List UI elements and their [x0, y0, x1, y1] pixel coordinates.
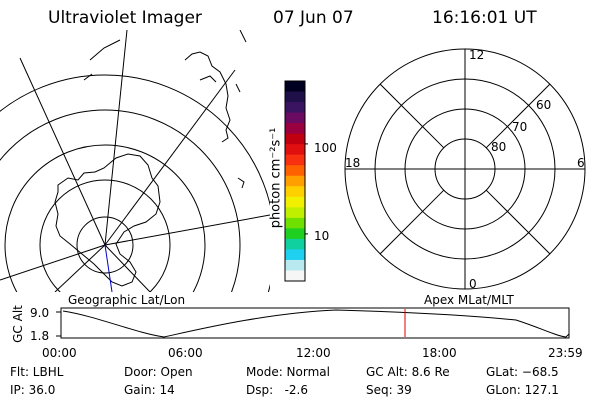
geo-panel-caption: Geographic Lat/Lon: [68, 293, 186, 307]
altitude-curve: [62, 309, 570, 338]
alt-x-tick-2359: 23:59: [548, 346, 583, 360]
status-gain: Gain: 14: [124, 383, 175, 397]
colorbar-stripe: [285, 186, 305, 198]
colorbar-stripe: [285, 228, 305, 240]
status-dsp: Dsp: -2.6: [246, 383, 309, 397]
colorbar-stripe: [285, 154, 305, 166]
lat-circle: [4, 144, 206, 292]
colorbar-stripe: [285, 175, 305, 187]
meridian-line: [104, 244, 151, 292]
status-gc-alt: GC Alt: 8.6 Re: [366, 365, 450, 379]
colorbar-stripe: [285, 112, 305, 124]
coastline: [54, 153, 161, 287]
lat-circle: [39, 179, 171, 292]
colorbar-stripe: [285, 165, 305, 177]
meridian-line: [0, 244, 106, 281]
altitude-plot: [56, 307, 570, 339]
mlt-label-0: 0: [469, 277, 477, 291]
status-door: Door: Open: [124, 365, 193, 379]
coastline: [89, 39, 121, 61]
colorbar-stripe: [285, 91, 305, 103]
alt-x-tick-0000: 00:00: [42, 346, 77, 360]
status-glon: GLon: 127.1: [486, 383, 559, 397]
colorbar-stripe: [285, 249, 305, 261]
colorbar-stripe: [285, 196, 305, 208]
mlt-label-12: 12: [469, 48, 485, 62]
mlat-label-60: 60: [536, 98, 552, 112]
lat-circle: [0, 74, 270, 292]
status-flt: Flt: LBHL: [10, 365, 64, 379]
alt-x-tick-1800: 18:00: [422, 346, 457, 360]
meridian-line: [54, 244, 106, 292]
apex-panel-caption: Apex MLat/MLT: [424, 293, 514, 307]
alt-y-tick-low: 1.8: [30, 329, 50, 343]
coastline: [83, 73, 93, 81]
lat-circle: [76, 216, 134, 274]
intensity-colorbar: [284, 80, 308, 282]
time-label: 16:16:01 UT: [432, 8, 537, 28]
coastline: [199, 75, 217, 83]
alt-y-tick-high: 9.0: [30, 306, 50, 320]
altitude-axis-label: GC Alt: [11, 305, 25, 343]
app-title: Ultraviolet Imager: [48, 8, 202, 28]
colorbar-units-label: photon cm⁻²s⁻¹: [268, 127, 284, 229]
meridian-line: [104, 30, 128, 246]
colorbar-stripe: [285, 81, 305, 93]
meridian-line: [104, 69, 236, 246]
colorbar-stripe: [285, 144, 305, 156]
colorbar-stripe: [285, 217, 305, 229]
colorbar-stripe: [285, 207, 305, 219]
meridian-line: [104, 214, 270, 246]
coastline: [237, 177, 245, 189]
mlt-line: [485, 83, 551, 149]
coastline: [184, 51, 231, 143]
colorbar-stripe: [285, 259, 305, 272]
view-direction-line: [104, 244, 113, 292]
coastline: [235, 83, 241, 93]
mlt-line: [379, 83, 445, 149]
status-glat: GLat: −68.5: [486, 365, 559, 379]
colorbar-stripe: [285, 133, 305, 145]
mlt-label-6: 6: [577, 156, 585, 170]
status-seq: Seq: 39: [366, 383, 412, 397]
coastline: [239, 30, 247, 43]
geographic-map: [0, 30, 270, 292]
colorbar-stripe: [285, 123, 305, 135]
meridian-line: [19, 57, 106, 246]
mlt-label-18: 18: [345, 156, 361, 170]
status-mode: Mode: Normal: [246, 365, 330, 379]
mlat-label-70: 70: [512, 120, 528, 134]
colorbar-tick-100: 100: [314, 141, 337, 155]
colorbar-stripe: [285, 238, 305, 251]
mlt-line: [485, 189, 551, 255]
colorbar-stripe: [285, 102, 305, 114]
apex-polar-grid: [344, 48, 586, 290]
alt-x-tick-1200: 12:00: [296, 346, 331, 360]
mlat-label-80: 80: [491, 140, 507, 154]
status-ip: IP: 36.0: [10, 383, 56, 397]
lat-circle: [0, 109, 241, 292]
alt-x-tick-0600: 06:00: [168, 346, 203, 360]
colorbar-tick-10: 10: [314, 229, 330, 243]
colorbar-stripe: [285, 270, 305, 282]
mlt-line: [379, 189, 445, 255]
date-label: 07 Jun 07: [273, 8, 354, 28]
